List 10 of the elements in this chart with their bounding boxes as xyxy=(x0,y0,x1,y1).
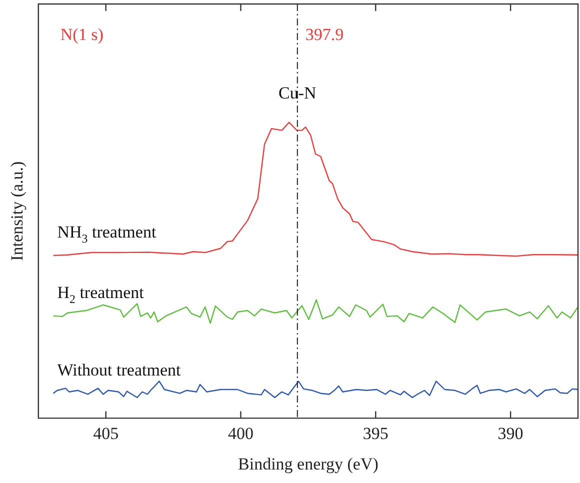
annotation: Cu-N xyxy=(278,84,316,103)
ref-line-label: 397.9 xyxy=(305,25,344,44)
x-tick-label: 390 xyxy=(498,424,524,443)
y-axis-title: Intensity (a.u.) xyxy=(8,161,27,261)
x-tick-label: 405 xyxy=(93,424,119,443)
x-tick-label: 400 xyxy=(228,424,254,443)
series-label: Without treatment xyxy=(57,360,181,380)
x-tick-label: 395 xyxy=(362,424,388,443)
text: N(1 s) xyxy=(60,25,104,44)
x-axis-title: Binding energy (eV) xyxy=(238,454,378,474)
